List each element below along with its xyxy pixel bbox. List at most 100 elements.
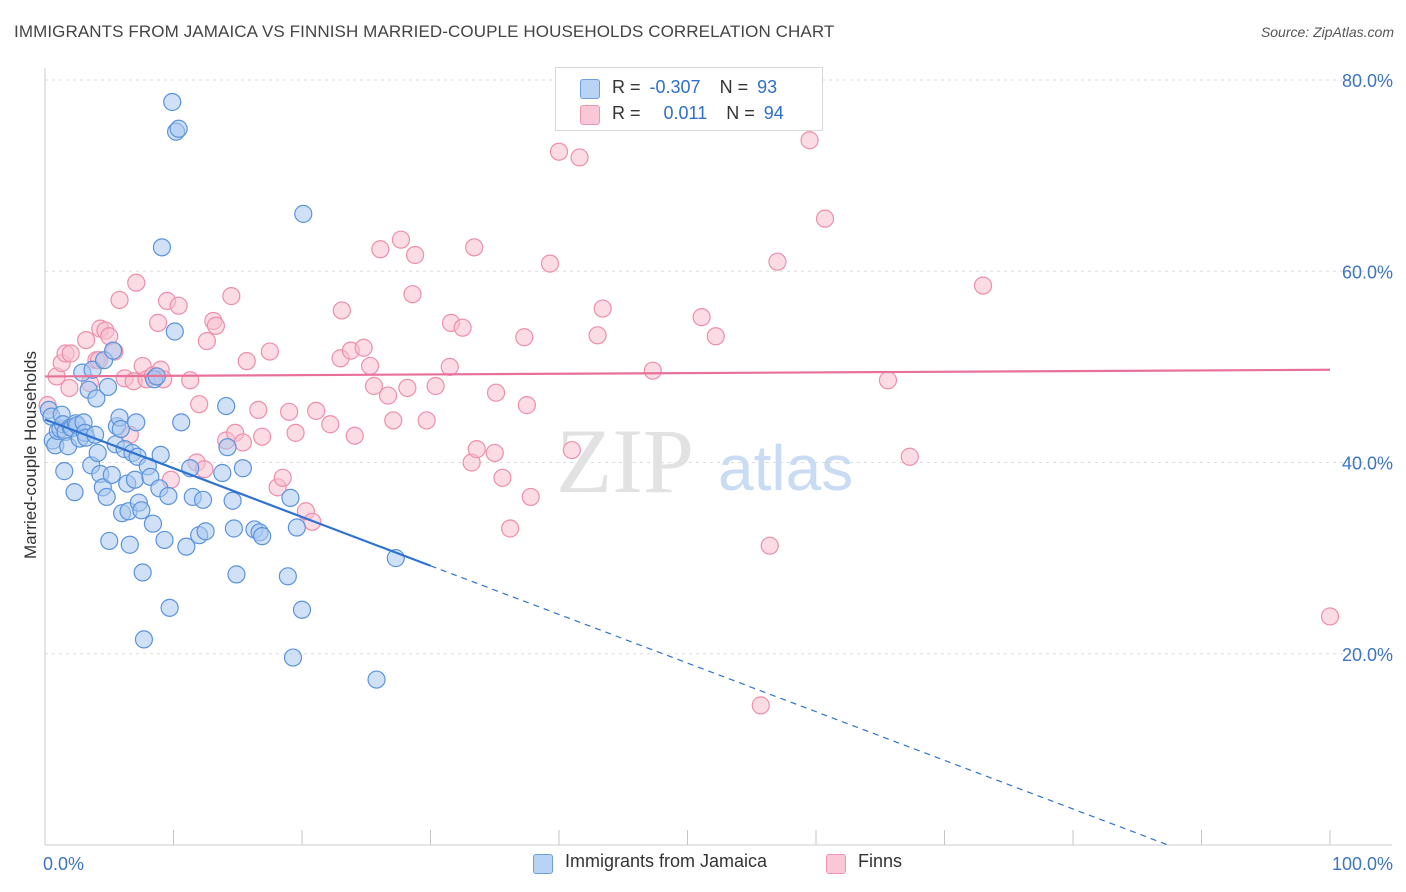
finns-point — [549, 142, 569, 161]
jamaica-point — [160, 598, 179, 617]
finns-point — [345, 426, 364, 445]
jamaica-point — [120, 535, 139, 554]
trend-line-jamaica — [44, 418, 431, 567]
jamaica-point — [224, 519, 243, 538]
finns-point — [127, 273, 146, 292]
finns-point — [384, 411, 403, 430]
jamaica-point — [134, 630, 154, 649]
r-value-finns: 0.011 — [663, 103, 708, 123]
jamaica-point — [283, 648, 303, 667]
jamaica-point — [155, 530, 174, 550]
finns-point — [440, 357, 459, 376]
tick-labels: 20.0% 40.0% 60.0% 80.0% 0.0% 100.0% — [43, 71, 1393, 874]
jamaica-point — [159, 486, 178, 506]
jamaica-point — [97, 487, 116, 507]
jamaica-point — [132, 501, 151, 520]
finns-point — [169, 296, 188, 315]
watermark-atlas: atlas — [718, 432, 853, 504]
legend-text-finns: R = 0.011 N = 94 — [612, 103, 784, 123]
axes — [44, 68, 1392, 846]
y-tick-label: 60.0% — [1342, 262, 1393, 282]
finns-point — [760, 536, 779, 555]
jamaica-point — [143, 514, 163, 533]
finns-point — [61, 344, 80, 363]
jamaica-point — [165, 322, 184, 341]
finns-point — [486, 383, 506, 402]
finns-point — [391, 230, 411, 249]
correlation-legend: R = -0.307 N = 93 R = 0.011 N = 94 — [555, 67, 823, 131]
jamaica-point — [169, 119, 188, 138]
jamaica-point — [152, 238, 172, 257]
finns-point — [403, 285, 422, 304]
jamaica-point — [196, 522, 215, 541]
finns-point — [588, 326, 607, 345]
jamaica-point — [163, 92, 182, 112]
finns-point — [398, 378, 417, 398]
jamaica-point — [367, 670, 386, 689]
finns-point — [692, 308, 711, 327]
grid-lines — [45, 79, 1392, 655]
finns-point — [467, 440, 486, 459]
finns-point — [570, 148, 589, 167]
finns-point — [800, 131, 819, 150]
finns-point — [485, 443, 504, 463]
jamaica-point — [233, 459, 252, 478]
legend-swatch-jamaica — [580, 79, 600, 99]
finns-point — [378, 386, 398, 405]
finns-point — [361, 356, 380, 376]
finns-point — [222, 287, 241, 306]
bottom-swatch-jamaica — [533, 854, 553, 874]
finns-point — [110, 290, 129, 310]
finns-point — [417, 411, 436, 430]
n-value-finns: 94 — [763, 103, 784, 123]
jamaica-point — [227, 565, 246, 584]
watermark-zip: ZIP — [556, 410, 694, 512]
bottom-legend-label-jamaica: Immigrants from Jamaica — [565, 851, 768, 871]
jamaica-point — [65, 483, 84, 502]
jamaica-point — [177, 537, 196, 556]
jamaica-point — [294, 204, 313, 223]
finns-point — [426, 376, 445, 396]
finns-point — [321, 415, 340, 434]
jamaica-point — [213, 463, 232, 483]
finns-point — [181, 371, 200, 390]
x-tick-label: 100.0% — [1332, 854, 1393, 874]
bottom-swatch-finns — [826, 854, 846, 874]
finns-point — [280, 402, 299, 421]
finns-point — [364, 376, 384, 396]
finns-point — [273, 468, 292, 487]
jamaica-point — [278, 567, 297, 586]
y-tick-label: 20.0% — [1342, 645, 1393, 665]
jamaica-point — [125, 470, 145, 489]
finns-point — [197, 331, 217, 351]
finns-point — [453, 318, 472, 337]
jamaica-point — [172, 413, 191, 432]
y-tick-label: 40.0% — [1342, 454, 1393, 474]
jamaica-point — [111, 419, 130, 439]
trend-line-finns — [44, 368, 1331, 378]
chart-title: IMMIGRANTS FROM JAMAICA VS FINNISH MARRI… — [14, 22, 835, 41]
finns-point — [515, 328, 534, 347]
jamaica-point — [87, 389, 106, 408]
finns-point — [706, 327, 725, 346]
trend-line-jamaica-extension — [430, 565, 1169, 846]
finns-point — [540, 254, 560, 273]
finns-point — [260, 342, 279, 361]
jamaica-point — [193, 490, 213, 509]
finns-point — [900, 447, 919, 466]
finns-point — [354, 338, 373, 357]
y-axis-label: Married-couple Households — [21, 351, 40, 559]
series-jamaica — [39, 92, 405, 689]
legend-swatch-finns — [580, 105, 600, 125]
finns-point — [493, 468, 512, 487]
trend-lines — [44, 368, 1331, 846]
finns-point — [233, 433, 252, 452]
jamaica-point — [133, 563, 152, 582]
finns-point — [562, 440, 581, 460]
finns-point — [148, 313, 168, 332]
finns-point — [878, 371, 898, 390]
finns-point — [206, 316, 226, 335]
finns-point — [332, 301, 351, 320]
jamaica-point — [253, 527, 272, 546]
finns-point — [286, 423, 305, 442]
